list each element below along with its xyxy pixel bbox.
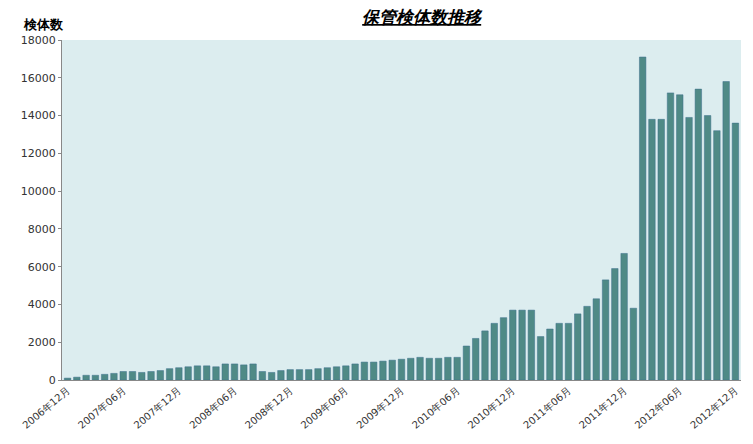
svg-text:18000: 18000 <box>21 34 56 47</box>
svg-text:14000: 14000 <box>21 109 56 122</box>
svg-text:2009年12月: 2009年12月 <box>354 385 406 431</box>
svg-text:2011年06月: 2011年06月 <box>521 385 573 431</box>
svg-text:2010年06月: 2010年06月 <box>410 385 462 431</box>
svg-text:4000: 4000 <box>28 298 56 311</box>
svg-text:2000: 2000 <box>28 336 56 349</box>
svg-text:12000: 12000 <box>21 147 56 160</box>
svg-text:保管検体数推移: 保管検体数推移 <box>362 7 483 27</box>
svg-text:検体数: 検体数 <box>23 17 64 32</box>
svg-text:0: 0 <box>49 374 56 387</box>
svg-text:2008年06月: 2008年06月 <box>187 385 239 431</box>
svg-text:2007年06月: 2007年06月 <box>76 385 128 431</box>
svg-text:2007年12月: 2007年12月 <box>132 385 184 431</box>
svg-text:10000: 10000 <box>21 185 56 198</box>
svg-text:2012年12月: 2012年12月 <box>688 385 740 431</box>
svg-text:2006年12月: 2006年12月 <box>20 385 72 431</box>
svg-text:2008年12月: 2008年12月 <box>243 385 295 431</box>
svg-text:8000: 8000 <box>28 223 56 236</box>
svg-text:16000: 16000 <box>21 72 56 85</box>
svg-text:2009年06月: 2009年06月 <box>299 385 351 431</box>
svg-text:2010年12月: 2010年12月 <box>466 385 518 431</box>
svg-text:2012年06月: 2012年06月 <box>633 385 685 431</box>
svg-text:2011年12月: 2011年12月 <box>577 385 629 431</box>
svg-text:6000: 6000 <box>28 261 56 274</box>
